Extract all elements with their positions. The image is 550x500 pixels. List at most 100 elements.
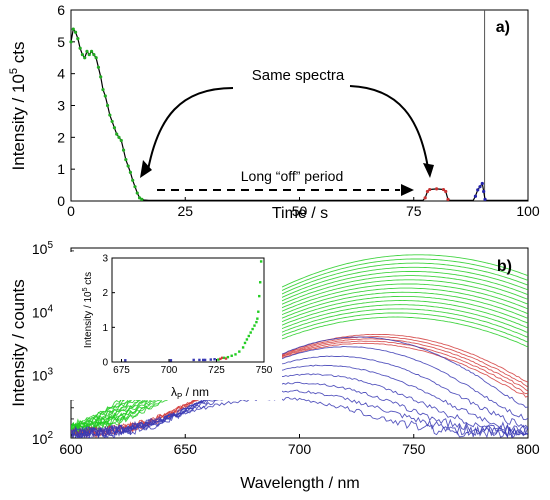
panel-a-point: [119, 138, 123, 143]
panel-a-ytick-label: 1: [57, 161, 65, 177]
inset-point: [256, 317, 259, 320]
panel-a-ytick-label: 2: [57, 129, 65, 145]
panel-b-xtick-label: 700: [288, 441, 312, 457]
panel-a-point: [446, 197, 450, 202]
panel-b-xlabel: Wavelength / nm: [240, 475, 359, 492]
panel-a-point: [94, 56, 98, 60]
inset-point: [234, 353, 237, 356]
panel-a-point: [103, 94, 107, 98]
inset-point: [253, 324, 256, 327]
inset-point: [247, 334, 250, 338]
inset-point: [224, 357, 228, 360]
inset-ytick-label: 0: [102, 358, 108, 369]
panel-a-point: [108, 113, 112, 117]
panel-a-point: [115, 132, 119, 136]
panel-a-xtick-label: 75: [406, 203, 422, 219]
inset-point: [219, 357, 222, 361]
panel-b-ytick-label: 103: [32, 367, 54, 384]
inset-point: [243, 341, 247, 345]
panel-a-point: [476, 188, 480, 192]
panel-a-xtick-label: 100: [516, 203, 540, 219]
inset-ytick-label: 2: [102, 288, 108, 299]
inset-point: [230, 354, 233, 357]
panel-a-point: [441, 187, 446, 192]
panel-a-xtick-label: 0: [67, 203, 75, 219]
panel-a-xtick-label: 50: [292, 203, 308, 219]
inset-xtick-label: 725: [208, 365, 225, 376]
panel-b-spectrum: [71, 295, 528, 434]
panel-a-point: [78, 46, 82, 50]
panel-a-ytick-label: 5: [57, 34, 65, 50]
panel-b-spectrum: [71, 316, 528, 436]
off-period-annotation: Long “off” period: [241, 168, 343, 184]
panel-a-point: [423, 196, 427, 200]
panel-b-spectrum: [71, 304, 528, 435]
panel-b-xtick-label: 650: [174, 441, 198, 457]
inset-point: [245, 338, 249, 341]
panel-a-point: [124, 158, 128, 162]
panel-a-point: [105, 103, 110, 108]
panel-a-point: [99, 75, 103, 79]
panel-a-point: [435, 187, 439, 191]
inset-ticks: 675 700 725 750 0 1 2 3: [102, 254, 272, 377]
panel-a-xtick-label: 25: [177, 203, 193, 219]
inset-point: [226, 355, 230, 359]
panel-a-point: [69, 40, 73, 44]
panel-a-point: [117, 135, 121, 139]
panel-a: 0 25 50 75 100 0 1 2 3 4 5 6 a) Time / s Intensity …: [8, 2, 540, 222]
panel-a-point: [85, 49, 89, 53]
panel-a-point: [482, 189, 486, 194]
panel-a-point: [92, 52, 96, 57]
inset-point: [169, 359, 173, 362]
panel-a-point: [483, 197, 487, 202]
inset-point: [259, 281, 262, 284]
panel-b-xtick-label: 800: [516, 441, 540, 457]
panel-a-ticks: 0 25 50 75 100 0 1 2 3 4 5 6: [57, 2, 540, 219]
inset-point: [222, 356, 226, 360]
inset-point: [221, 356, 224, 360]
panel-b-spectrum: [71, 300, 528, 433]
inset-point: [249, 331, 252, 334]
inset-point: [258, 294, 261, 298]
panel-a-point: [140, 197, 144, 202]
inset-point: [257, 310, 260, 313]
panel-a-point: [133, 185, 137, 189]
panel-a-point: [480, 181, 484, 186]
panel-a-series: [69, 27, 528, 202]
panel-a-point: [110, 119, 114, 124]
panel-a-ylabel: Intensity / 105 cts: [8, 42, 28, 171]
panel-b-spectrum: [71, 312, 528, 437]
panel-a-point: [428, 187, 432, 192]
inset-point: [213, 358, 216, 361]
arrowhead-same-spectra-right: [423, 163, 434, 178]
inset-point: [259, 260, 263, 263]
inset-point: [217, 358, 220, 361]
inset-point: [202, 358, 205, 362]
panel-a-point: [478, 185, 482, 189]
panel-b-ytick-label: 102: [32, 430, 54, 447]
panel-a-ytick-label: 6: [57, 2, 65, 18]
panel-a-ytick-label: 4: [57, 66, 65, 82]
panel-b-xtick-label: 600: [59, 441, 83, 457]
panel-b-xtick-label: 750: [402, 441, 426, 457]
inset-point: [124, 359, 127, 362]
panel-a-xlabel: Time / s: [272, 205, 328, 222]
panel-a-point: [101, 87, 105, 92]
panel-a-point: [73, 30, 78, 34]
inset-chart: 675 700 725 750 0 1 2 3 λP / nm Intensity / 105…: [70, 252, 282, 401]
inset-point: [251, 327, 254, 331]
off-period-arrowhead: [401, 184, 414, 196]
inset-point: [192, 358, 195, 362]
panel-a-point: [121, 148, 126, 152]
panel-a-point: [71, 27, 75, 31]
panel-a-point: [83, 56, 87, 60]
panel-b-spectrum: [71, 346, 528, 438]
panel-a-point: [80, 52, 85, 57]
inset-point: [209, 358, 212, 361]
inset-point: [241, 346, 245, 349]
inset-xlabel: λP / nm: [171, 385, 209, 401]
panel-a-point: [137, 196, 142, 200]
panel-a-point: [425, 189, 430, 194]
